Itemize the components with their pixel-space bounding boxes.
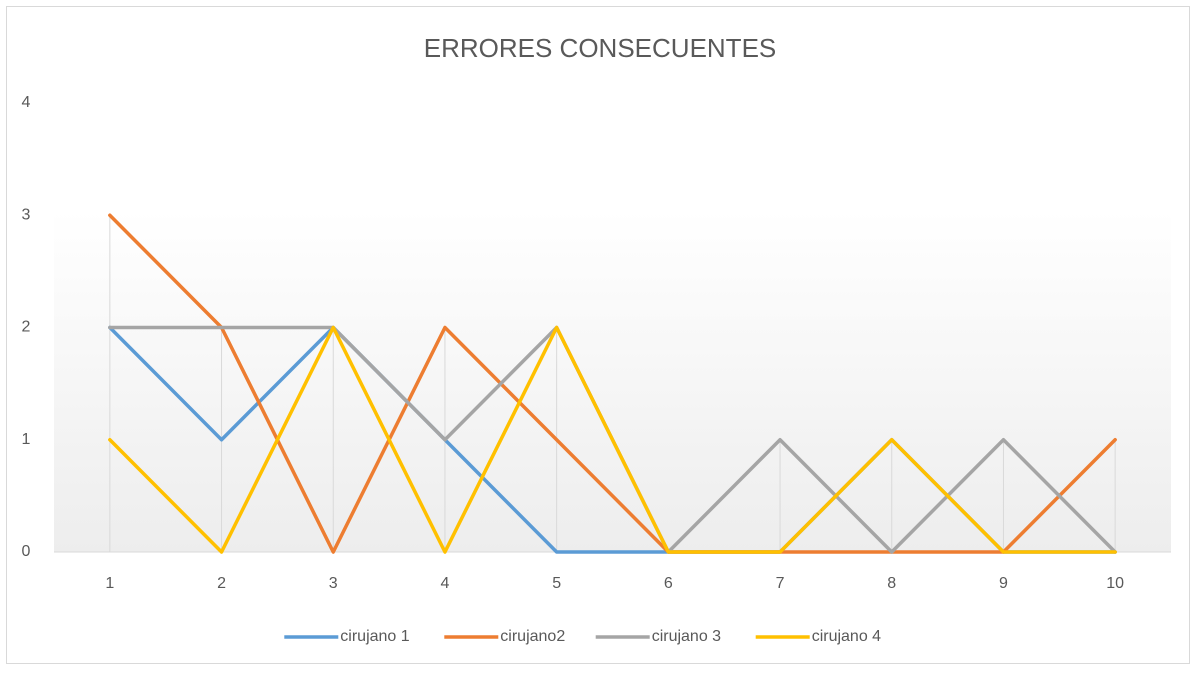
y-tick-label: 0 [22, 543, 31, 560]
x-tick-label: 10 [1106, 575, 1124, 592]
legend-label: cirujano2 [500, 628, 565, 645]
x-tick-label: 1 [105, 575, 114, 592]
legend-label: cirujano 1 [340, 628, 409, 645]
y-tick-label: 4 [22, 94, 31, 111]
legend-label: cirujano 3 [652, 628, 721, 645]
legend-label: cirujano 4 [812, 628, 881, 645]
x-tick-label: 4 [440, 575, 449, 592]
y-tick-label: 1 [22, 431, 31, 448]
x-tick-label: 6 [664, 575, 673, 592]
x-tick-label: 5 [552, 575, 561, 592]
x-tick-label: 7 [776, 575, 785, 592]
y-tick-label: 3 [22, 206, 31, 223]
x-tick-label: 3 [329, 575, 338, 592]
chart-title: ERRORES CONSECUENTES [424, 33, 777, 63]
x-tick-label: 2 [217, 575, 226, 592]
series-line [108, 325, 1117, 554]
x-tick-label: 8 [887, 575, 896, 592]
x-tick-label: 9 [999, 575, 1008, 592]
y-tick-label: 2 [22, 319, 31, 336]
